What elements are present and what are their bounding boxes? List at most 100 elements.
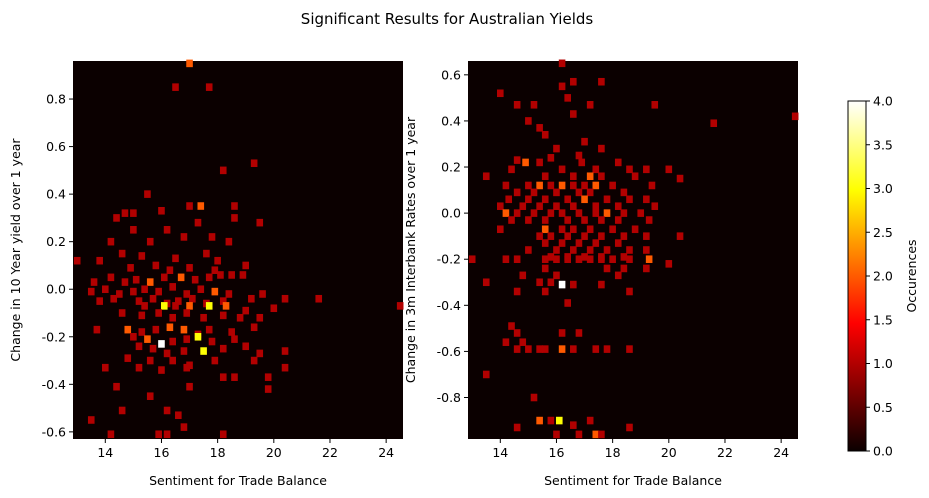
heatmap-cell [163,430,171,439]
heatmap-cell [250,159,258,168]
heatmap-cell [651,101,659,109]
y-tick-label: 0.2 [46,234,66,249]
heatmap-cell [281,363,289,372]
heatmap-cell [598,216,605,224]
heatmap-cell [710,119,718,128]
heatmap-cell [564,299,571,307]
heatmap-cell [541,130,549,139]
heatmap-cell [242,306,250,315]
heatmap-cell [256,313,264,322]
heatmap-cell [564,255,571,263]
heatmap-cell [575,329,583,337]
heatmap-cell [558,181,566,190]
heatmap-cell [541,216,549,224]
heatmap-cell [547,278,555,287]
heatmap-cell [231,214,238,222]
heatmap-cell [614,202,622,210]
heatmap-cell [200,347,207,355]
heatmap-cell [135,363,143,372]
heatmap-cell [592,165,600,174]
heatmap-cell [149,344,157,353]
heatmap-cell [502,255,510,263]
heatmap-cell [570,110,577,118]
heatmap-cell [497,89,504,98]
heatmap-cell [553,202,560,210]
heatmap-cell [197,202,205,210]
heatmap-cell [242,261,250,270]
heatmap-cell [598,255,605,263]
heatmap-cell [175,411,182,420]
heatmap-cell [186,302,193,310]
heatmap-cell [152,325,160,334]
colorbar-tick-label: 2.0 [873,269,893,284]
y-tick-label: -0.2 [42,329,66,344]
heatmap-cell [592,202,600,210]
heatmap-cell [180,325,188,334]
heatmap-cell [239,271,247,279]
heatmap-cell [225,237,233,246]
heatmap-cell [570,181,577,190]
left-xlabel: Sentiment for Trade Balance [149,473,327,488]
heatmap-cell [643,195,650,204]
heatmap-cell [626,165,633,174]
heatmap-cell [194,332,202,341]
x-tick-label: 24 [378,445,394,460]
heatmap-cell [93,325,101,334]
heatmap-cell [637,209,645,217]
heatmap-cell [541,195,549,204]
heatmap-cell [586,172,594,181]
heatmap-cell [598,430,605,439]
heatmap-cell [242,342,250,351]
heatmap-cell [217,271,224,279]
heatmap-cell [118,309,126,317]
heatmap-cell [508,165,515,174]
heatmap-cell [586,101,594,109]
y-tick-label: 0.4 [46,187,66,202]
heatmap-cell [525,216,532,224]
heatmap-cell [205,325,213,334]
heatmap-cell [547,209,555,217]
heatmap-cell [219,344,227,353]
heatmap-cell [191,275,199,284]
heatmap-cell [541,345,549,353]
heatmap-cell [570,421,577,429]
heatmap-cell [107,273,115,282]
heatmap-cell [541,172,549,181]
heatmap-cell [127,264,134,272]
heatmap-cell [155,287,162,296]
heatmap-cell [144,190,151,198]
heatmap-cell [183,290,191,298]
x-tick-label: 22 [322,445,338,460]
heatmap-cell [541,239,549,247]
heatmap-cell [564,216,571,224]
heatmap-cell [315,294,323,303]
x-tick-label: 22 [717,445,733,460]
heatmap-cell [575,151,583,160]
heatmap-cell [620,209,628,217]
heatmap-cell [211,266,219,274]
colorbar-tick-label: 0.5 [873,400,893,415]
heatmap-cell [124,354,132,362]
heatmap-cell [592,209,600,217]
heatmap-cell [614,239,622,247]
heatmap-cell [502,181,510,190]
heatmap-cell [536,158,543,167]
heatmap-cell [530,393,538,402]
heatmap-cell [497,202,504,210]
heatmap-cell [609,255,616,263]
heatmap-cell [553,188,560,197]
heatmap-cell [645,216,653,224]
heatmap-cell [219,297,227,305]
heatmap-cell [513,345,521,353]
heatmap-cell [205,302,213,310]
heatmap-cell [169,356,176,365]
heatmap-cell [186,202,193,210]
heatmap-cell [536,124,543,132]
heatmap-cell [205,273,213,282]
heatmap-cell [536,416,543,425]
heatmap-cell [513,101,521,109]
heatmap-cell [219,373,227,381]
heatmap-cell [180,347,188,355]
heatmap-cell [197,285,205,294]
